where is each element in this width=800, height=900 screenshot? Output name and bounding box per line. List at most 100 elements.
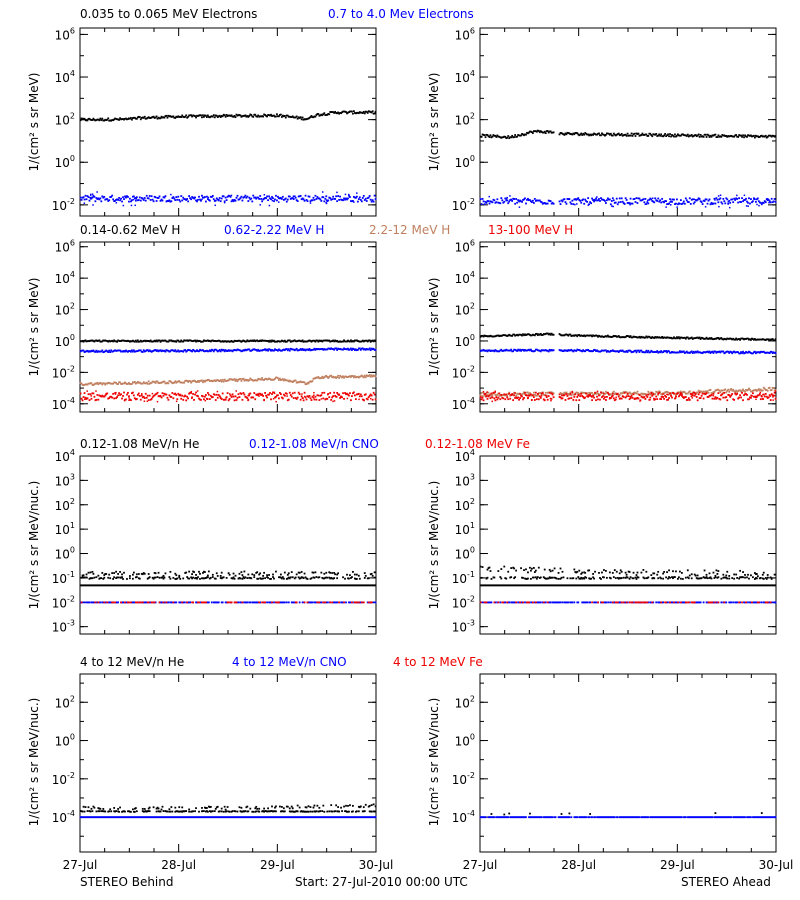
row3-left-data-point <box>329 601 332 604</box>
row3-left-data-point <box>235 601 238 604</box>
row2-right-data-point <box>626 335 629 337</box>
row1-right-data-point <box>716 136 719 138</box>
row2-right-data-point <box>545 396 548 398</box>
row1-left-data-point <box>288 195 291 198</box>
row1-left-data-point <box>151 116 154 118</box>
row2-right-data-point <box>533 350 536 352</box>
row1-left-data-point <box>99 117 102 120</box>
row1-right-data-point <box>700 135 703 138</box>
row2-right-data-point <box>596 395 598 398</box>
row2-left-data-point <box>234 349 237 352</box>
row2-right-data-point <box>575 350 578 352</box>
row2-right-data-point <box>615 335 618 338</box>
row2-left-data-point <box>356 375 359 378</box>
row3-left-data-point <box>371 574 374 577</box>
row2-right-data-point <box>562 350 565 353</box>
row1-right-data-point <box>645 203 648 205</box>
row2-left-data-point <box>153 394 156 397</box>
row1-right-data-point <box>704 198 707 201</box>
row3-left-data-point <box>338 584 340 587</box>
row1-left-data-point <box>330 198 333 201</box>
row2-right-data-point <box>558 333 561 335</box>
row1-left-data-point <box>356 200 359 203</box>
row2-left-data-point <box>173 393 176 396</box>
row2-right-data-point <box>550 349 553 351</box>
row1-left-data-point <box>135 196 138 199</box>
row2-left-data-point <box>156 349 159 352</box>
row2-right-data-point <box>617 395 620 398</box>
row2-left-data-point <box>338 340 340 343</box>
row3-left-data-point <box>201 577 203 580</box>
row2-right-data-point <box>611 335 614 338</box>
row2-left-data-point <box>346 348 348 351</box>
row2-right-data-point <box>623 336 626 339</box>
row2-right-data-point <box>491 349 494 352</box>
row3-left-data-point <box>283 571 286 574</box>
row2-left-data-point <box>361 339 364 342</box>
row3-left-data-point <box>93 576 96 579</box>
row1-left-data-point <box>118 119 120 121</box>
row2-left-data-point <box>220 340 223 343</box>
row1-right-data-point <box>506 136 509 139</box>
row3-left-data-point <box>172 584 175 587</box>
row1-right-data-point <box>665 200 667 203</box>
row2-right-data-point <box>769 395 772 397</box>
row3-left-data-point <box>278 576 280 579</box>
row2-right-data-point <box>713 397 716 400</box>
row3-left-data-point <box>122 584 124 587</box>
row1-right-data-point <box>733 197 736 200</box>
row2-left-data-point <box>132 394 135 397</box>
row2-left-data-point <box>128 350 130 352</box>
row2-left-data-point <box>86 397 89 400</box>
row2-left-data-point <box>235 349 238 352</box>
row3-left-data-point <box>311 584 314 587</box>
row2-left-data-point <box>285 348 288 350</box>
row2-right-data-point <box>627 395 630 397</box>
row1-right-data-point <box>513 136 516 138</box>
row2-right-data-point <box>635 397 638 400</box>
row3-left-data-point <box>96 601 99 604</box>
row2-right-data-point <box>684 337 687 340</box>
row2-left-data-point <box>364 376 367 379</box>
row1-right-data-point <box>748 134 750 137</box>
row1-right-data-point <box>659 134 662 137</box>
row2-right-data-point <box>486 335 489 338</box>
row2-right-data-point <box>756 394 759 397</box>
row3-left-data-point <box>266 584 268 587</box>
row1-right-data-point <box>672 134 674 137</box>
row1-right-data-point <box>694 134 697 136</box>
row2-left-data-point <box>177 339 180 342</box>
row3-left-data-point <box>81 601 84 604</box>
row3-left-data-point <box>355 584 358 587</box>
row1-right-data-point <box>653 133 656 136</box>
row2-right-data-point <box>593 348 595 351</box>
row2-left-data-point <box>269 392 271 394</box>
row2-left-data-point <box>337 393 340 396</box>
row2-left-data-point <box>144 392 147 395</box>
row2-right-data-point <box>659 391 662 394</box>
row3-left-data-point <box>293 601 296 604</box>
row2-left-data-point <box>370 340 373 342</box>
row3-left-data-point <box>196 577 198 580</box>
row2-right-data-point <box>519 333 521 336</box>
row2-left-data-point <box>159 394 162 397</box>
row3-left-data-point <box>213 601 216 604</box>
row2-right-data-point <box>762 393 764 396</box>
row2-right-data-point <box>770 393 773 396</box>
row2-left-y-tick-label: 10-4 <box>52 396 75 412</box>
row3-left-data-point <box>108 573 111 576</box>
row3-left-data-point <box>111 572 114 574</box>
row1-right-data-point <box>514 134 517 136</box>
row2-right-data-point <box>568 397 571 400</box>
row2-left-data-point <box>194 380 196 382</box>
row2-left-data-point <box>160 381 163 384</box>
row2-right-data-point <box>501 393 504 396</box>
row3-legend-item-2: 0.12-1.08 MeV/n CNO <box>249 437 379 451</box>
row1-left-data-point <box>359 198 362 201</box>
row2-left-data-point <box>101 383 104 386</box>
row2-left-data-point <box>186 380 189 382</box>
row2-left-data-point <box>314 377 317 380</box>
row2-right-data-point <box>690 336 693 339</box>
row3-left-data-point <box>178 576 181 579</box>
row2-left-data-point <box>149 382 152 384</box>
